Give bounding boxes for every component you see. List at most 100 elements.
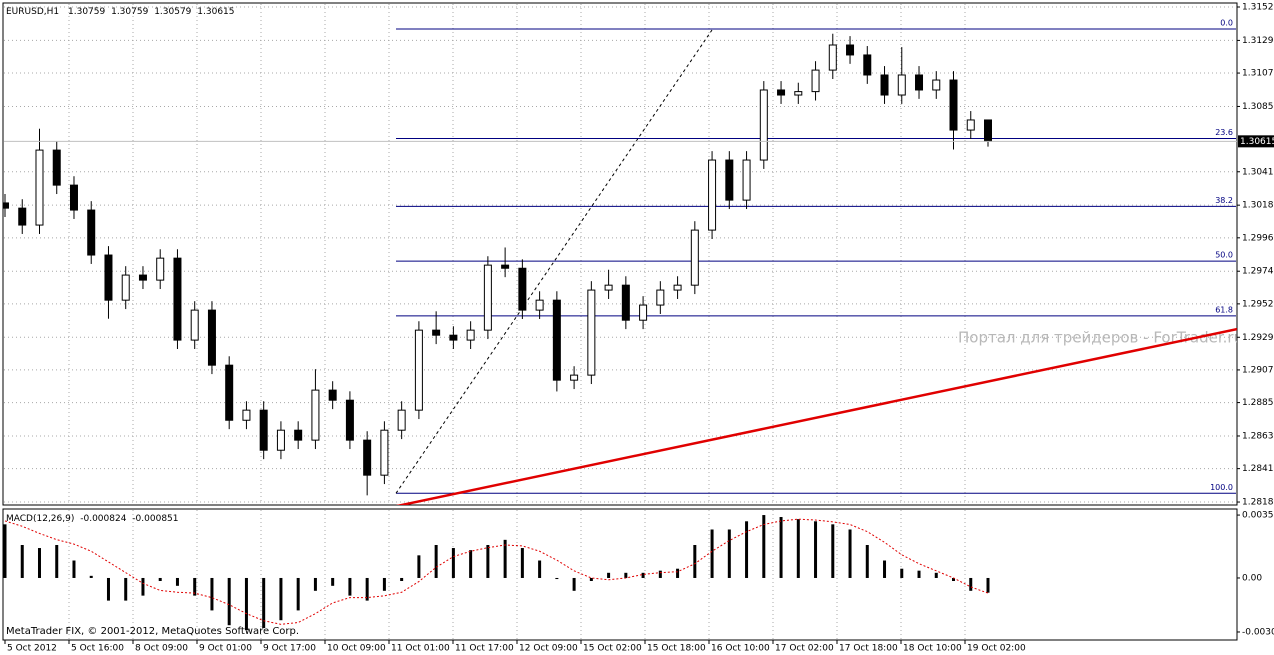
candle-body [811,69,820,93]
x-tick-label: 17 Oct 18:00 [839,644,898,654]
macd-last: -0.000824 [80,514,126,524]
macd-bar [175,577,179,586]
candle-body [69,184,78,211]
candle-body [380,429,389,476]
candle-body [759,89,768,161]
header-low: 1.30579 [154,7,191,17]
candle-body [570,374,579,381]
candle-body [259,409,268,451]
macd-bar [434,545,438,578]
macd-bar [641,572,645,578]
fib-label: 0.0 [1220,18,1233,27]
candle-body [777,89,786,96]
candle-body [466,329,475,341]
macd-bar [262,577,266,629]
macd-bar [72,560,76,578]
macd-bar [89,575,93,578]
candle-body [621,284,630,321]
macd-bar [451,548,455,578]
candle-body [535,299,544,311]
candle-body [414,329,423,411]
current-price-label: 1.30615 [1240,137,1274,147]
macd-bar [400,577,404,582]
candle-body [52,149,61,186]
candle-body [207,309,216,366]
macd-bar [279,577,283,621]
x-tick-label: 17 Oct 02:00 [775,644,834,654]
candle-body [984,119,992,142]
candle-body [138,274,147,281]
macd-bar [676,568,680,578]
macd-bar [331,577,335,586]
candle-body [932,79,941,91]
y-tick-label: 1.29295 [1242,333,1274,343]
candle-body [794,91,803,96]
macd-bar [55,545,59,578]
candle-body [915,74,924,91]
x-tick-label: 11 Oct 01:00 [391,644,450,654]
candle-body [725,159,734,201]
y-tick-label: -0.00303 [1242,627,1274,637]
macd-bar [296,577,300,611]
candle-body [18,207,27,226]
candle-body [190,309,199,341]
x-tick-label: 10 Oct 09:00 [327,644,386,654]
candle-body [242,409,251,421]
fib-label: 38.2 [1215,196,1233,205]
y-tick-label: 1.30850 [1242,102,1274,112]
macd-bar [658,570,662,578]
macd-bar [538,560,542,578]
macd-bar [348,577,352,596]
candle-body [225,364,234,421]
macd-bar [210,577,214,611]
macd-bar [589,577,593,582]
candle-body [156,257,165,281]
x-tick-label: 16 Oct 10:00 [711,644,770,654]
macd-bar [193,577,197,596]
macd-bar [244,577,248,631]
y-tick-label: 1.30185 [1242,201,1274,211]
macd-bar [555,577,559,580]
macd-bar [624,572,628,578]
x-tick-label: 5 Oct 16:00 [71,644,124,654]
y-tick-label: 1.29740 [1242,267,1274,277]
x-tick-label: 8 Oct 09:00 [135,644,188,654]
macd-bar [158,577,162,582]
macd-panel [2,508,1238,641]
y-tick-label: 1.29520 [1242,299,1274,309]
x-tick-label: 12 Oct 09:00 [519,644,578,654]
fib-label: 23.6 [1215,128,1233,137]
macd-bar [831,524,835,578]
candle-body [949,79,958,131]
fib-label: 100.0 [1210,483,1233,492]
candle-body [311,389,320,441]
macd-bar [607,572,611,578]
macd-bar [486,545,490,578]
symbol: EURUSD,H1 [6,7,59,17]
chart-header: EURUSD,H1 1.30759 1.30759 1.30579 1.3061… [6,7,235,17]
candle-body [363,439,372,476]
macd-bar [3,524,7,578]
macd-bar [969,577,973,591]
macd-bar [848,529,852,578]
candle-body [742,159,751,201]
macd-bar [417,555,421,578]
macd-bar [710,529,714,578]
y-tick-label: 1.29965 [1242,233,1274,243]
trendline [395,327,1237,505]
footer: MetaTrader FIX, © 2001-2012, MetaQuotes … [6,626,299,637]
x-tick-label: 15 Oct 18:00 [647,644,706,654]
candle-body [880,74,889,96]
candle-body [3,202,9,209]
price-panel [2,2,1238,506]
y-tick-label: 1.31295 [1242,36,1274,46]
macd-bar [124,577,128,601]
macd-header: MACD(12,26,9) -0.000824 -0.000851 [6,514,179,524]
macd-bar [227,577,231,626]
candle-body [501,264,510,269]
price-clip: Портал для трейдеров - ForTrader.ru 0.0 23… [3,18,1237,505]
macd-bar [106,577,110,601]
